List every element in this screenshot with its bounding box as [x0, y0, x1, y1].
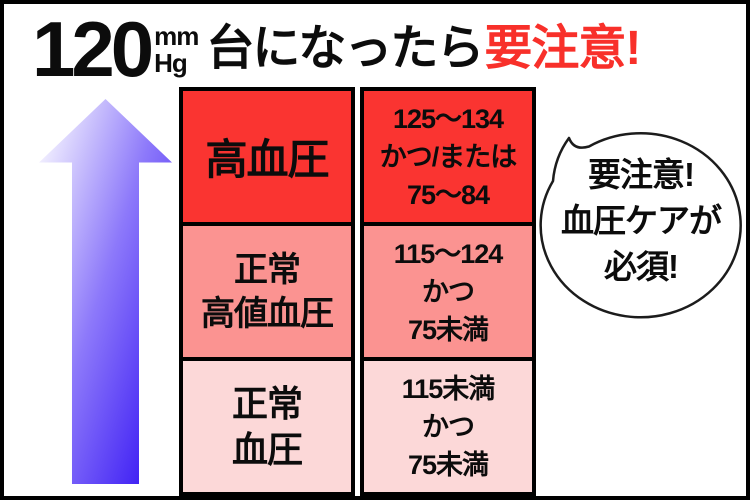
range-cell-normal: 115未満 かつ 75未満 [360, 357, 536, 496]
range-line: かつ [422, 276, 475, 307]
range-cell-normal-high: 115〜124 かつ 75未満 [360, 222, 536, 361]
range-line: 125〜134 [392, 103, 504, 134]
range-cell-high: 125〜134 かつ/または 75〜84 [360, 87, 536, 226]
bubble-line: 要注意! [588, 156, 695, 193]
title-suffix-text: 台になったら [206, 22, 484, 75]
category-cell-high: 高血圧 [179, 87, 355, 226]
page-title: 120 mm Hg 台になったら 要注意! [32, 5, 641, 93]
blood-pressure-table: 高血圧 正常 高値血圧 正常 血圧 125〜134 かつ/または 75〜84 1… [179, 87, 536, 496]
title-warning-text: 要注意! [484, 22, 641, 75]
range-line: かつ [422, 411, 475, 442]
speech-bubble-outline [539, 132, 742, 319]
title-unit-hg: Hg [154, 48, 188, 78]
range-line: 115未満 [401, 373, 496, 404]
up-arrow-icon [39, 99, 172, 484]
bubble-line: 血圧ケアが [561, 202, 722, 239]
category-label-line: 正常 [234, 250, 301, 289]
range-line: 75未満 [407, 449, 489, 480]
range-column: 125〜134 かつ/または 75〜84 115〜124 かつ 75未満 115… [360, 87, 536, 496]
category-label: 高血圧 [205, 136, 329, 183]
range-line: 75〜84 [406, 179, 490, 210]
category-label-line: 正常 [231, 382, 303, 424]
title-number: 120 [32, 5, 154, 93]
range-line: 115〜124 [393, 238, 504, 269]
category-label-line: 高値血圧 [201, 294, 334, 333]
category-cell-normal: 正常 血圧 [179, 357, 355, 496]
bubble-line: 必須! [604, 248, 679, 285]
speech-bubble-text: 要注意! 血圧ケアが 必須! [549, 137, 733, 305]
category-label-line: 血圧 [231, 428, 303, 470]
category-column: 高血圧 正常 高値血圧 正常 血圧 [179, 87, 355, 496]
speech-bubble [539, 132, 742, 319]
range-line: 75未満 [407, 314, 489, 345]
range-line: かつ/または [379, 141, 518, 172]
title-unit-stack: mm Hg [154, 21, 199, 78]
title-unit-mm: mm [154, 21, 199, 51]
category-cell-normal-high: 正常 高値血圧 [179, 222, 355, 361]
